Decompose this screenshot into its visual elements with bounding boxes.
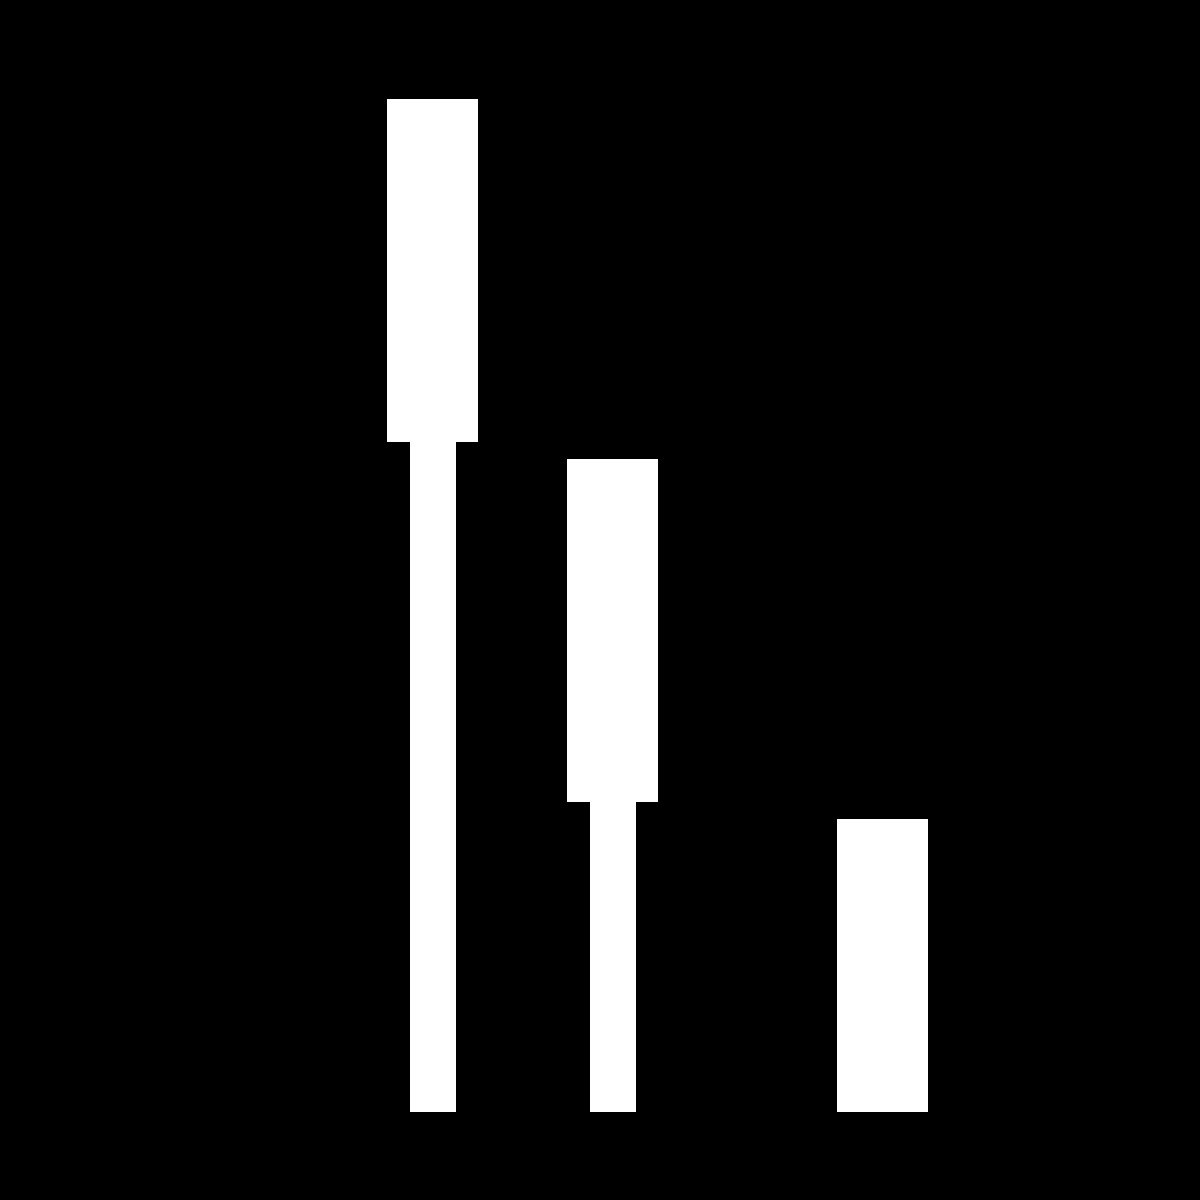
medium-figure-stem-bar <box>590 802 636 1112</box>
tall-figure-head-block <box>387 99 478 442</box>
medium-figure-head-block <box>567 459 658 802</box>
tall-figure-stem-bar <box>410 442 456 1112</box>
short-figure-block <box>837 819 928 1112</box>
